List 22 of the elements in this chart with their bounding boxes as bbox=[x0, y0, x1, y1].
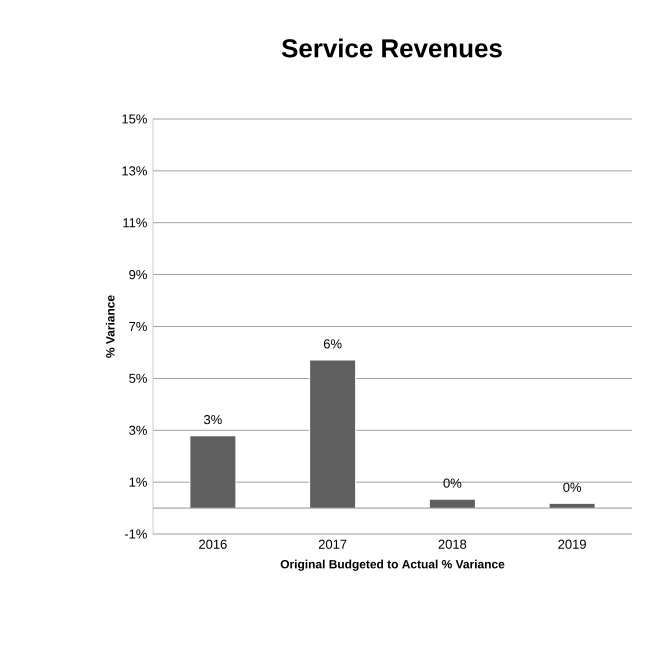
bar bbox=[189, 435, 236, 509]
x-tick-label: 2019 bbox=[558, 540, 586, 549]
x-tick-label: 2017 bbox=[318, 540, 346, 549]
y-tick-label: 7% bbox=[129, 322, 147, 332]
y-tick-label: 1% bbox=[130, 478, 147, 487]
data-label: 6% bbox=[324, 339, 342, 348]
y-tick-label: 15% bbox=[122, 114, 147, 124]
y-tick-label: 9% bbox=[129, 270, 147, 280]
y-tick-label: 5% bbox=[129, 374, 147, 383]
bar bbox=[309, 359, 356, 509]
x-tick-label: 2016 bbox=[199, 540, 227, 549]
x-axis-title: Original Budgeted to Actual % Variance bbox=[280, 560, 504, 571]
data-label: 0% bbox=[563, 482, 582, 492]
x-tick-label: 2018 bbox=[438, 540, 466, 549]
data-label: 3% bbox=[204, 415, 222, 424]
chart-title: Service Revenues bbox=[282, 38, 502, 58]
y-tick-label: 13% bbox=[122, 166, 147, 176]
y-axis-title: % Variance bbox=[106, 295, 115, 358]
y-tick-label: 11% bbox=[123, 218, 147, 228]
data-label: 0% bbox=[444, 478, 462, 488]
y-tick-label: -1% bbox=[124, 529, 147, 539]
y-tick-label: 3% bbox=[129, 426, 147, 435]
